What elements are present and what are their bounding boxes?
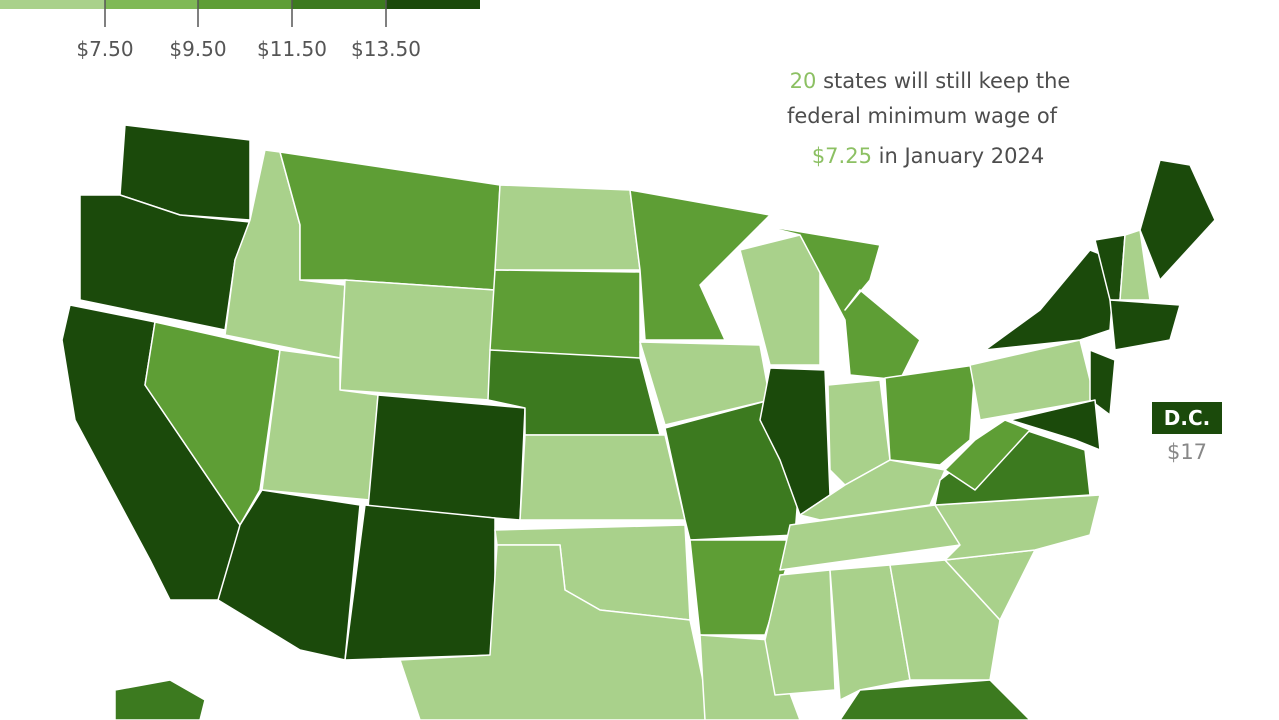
annotation-line: federal minimum wage of [787,104,1058,128]
legend-label: $7.50 [76,37,133,61]
annotation-text: states will still keep the [823,69,1070,93]
state [839,679,1031,720]
state [764,569,836,696]
annotation-count: 20 [790,69,817,93]
legend-label: $13.50 [351,37,421,61]
state [934,494,1101,561]
state [629,189,771,341]
legend-swatch [105,0,198,9]
state [1109,299,1181,351]
state [944,419,1031,491]
state [489,269,641,361]
legend-swatch [292,0,386,9]
dc-box [1152,402,1222,434]
state [689,539,796,636]
state [1089,349,1116,416]
state [344,504,496,661]
state [1119,229,1151,301]
state [119,124,251,221]
state [884,364,976,466]
legend: $7.50 $9.50 $11.50 $13.50 [0,0,480,61]
dc-label: D.C. [1164,406,1210,430]
legend-swatch [386,0,480,9]
state [1139,159,1216,281]
state [114,679,206,720]
annotation: 20 states will still keep the federal mi… [787,69,1070,168]
annotation-line: 20 states will still keep the [790,69,1071,93]
state [759,224,921,381]
state [494,184,641,271]
state [279,151,501,291]
state [367,394,526,521]
state [217,489,361,661]
legend-label: $11.50 [257,37,327,61]
state [829,564,911,701]
state [519,434,686,521]
states [61,124,1216,720]
state [144,321,281,526]
annotation-line: $7.25 in January 2024 [812,144,1044,168]
annotation-text: in January 2024 [879,144,1045,168]
state [739,234,821,366]
legend-label: $9.50 [169,37,226,61]
legend-swatch [0,0,105,9]
state [339,279,496,401]
state [984,249,1116,351]
annotation-wage: $7.25 [812,144,872,168]
state [1009,399,1101,451]
dc-callout: D.C. $17 [1152,402,1222,464]
legend-swatch [198,0,292,9]
dc-value: $17 [1167,440,1207,464]
